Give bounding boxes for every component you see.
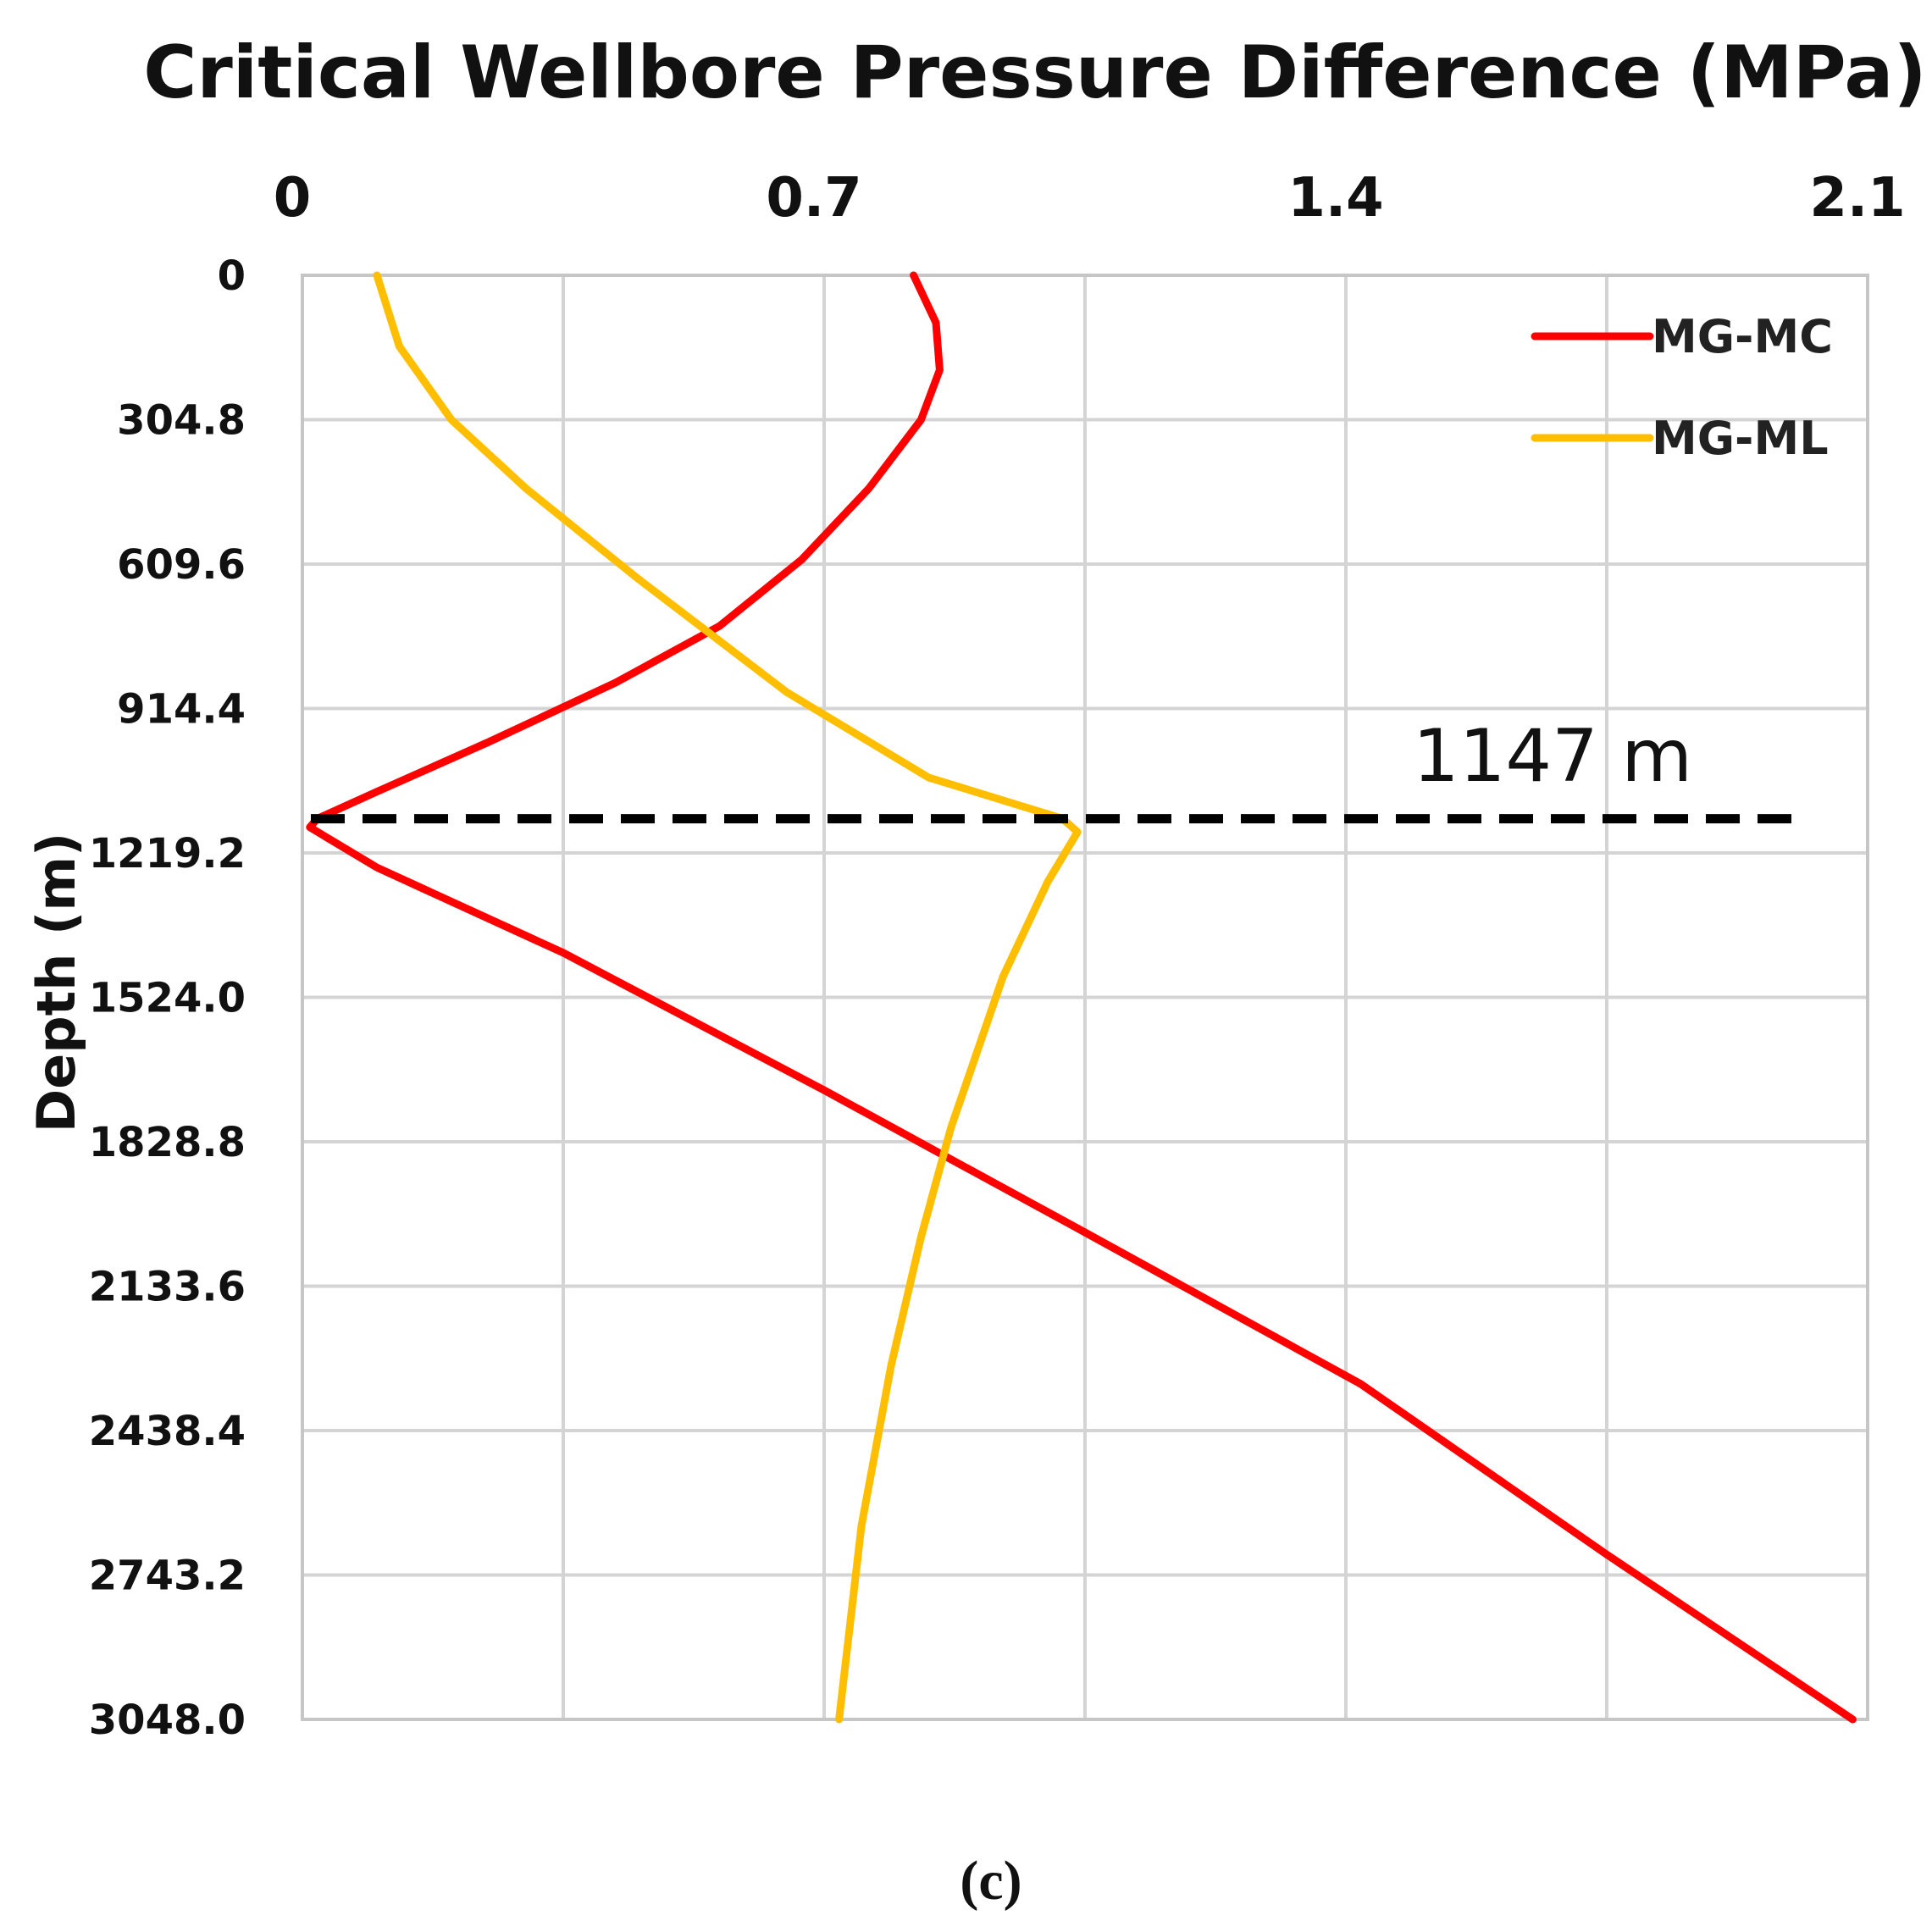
y-tick-label-3: 914.4 <box>117 686 246 733</box>
series-line-mg-ml <box>373 271 1082 1724</box>
y-tick-label-1: 304.8 <box>117 397 246 445</box>
grid-layer <box>301 274 1869 1721</box>
y-axis-label: Depth (m) <box>25 833 87 1133</box>
legend-label-mg-mc: MG-MC <box>1652 310 1833 363</box>
plot-frame <box>301 274 1869 1721</box>
reference-line-label: 1147 m <box>1413 714 1692 799</box>
x-tick-labels: 0 0.7 1.4 2.1 <box>274 167 1906 230</box>
figure-caption: (c) <box>960 1850 1021 1912</box>
y-tick-label-6: 1828.8 <box>89 1119 246 1166</box>
series-layer <box>306 271 1857 1724</box>
x-tick-label-2: 1.4 <box>1287 167 1383 230</box>
y-tick-label-7: 2133.6 <box>89 1264 246 1311</box>
y-tick-label-0: 0 <box>218 252 246 300</box>
y-tick-label-9: 2743.2 <box>89 1553 246 1600</box>
x-tick-label-0: 0 <box>274 167 312 230</box>
y-tick-label-2: 609.6 <box>117 541 246 589</box>
y-tick-labels: 0 304.8 609.6 914.4 1219.2 1524.0 1828.8 2133.6… <box>89 252 246 1744</box>
y-tick-label-5: 1524.0 <box>89 975 246 1022</box>
y-tick-label-4: 1219.2 <box>89 830 246 877</box>
legend-label-mg-ml: MG-ML <box>1652 412 1829 465</box>
series-line-mg-mc <box>306 271 1857 1724</box>
x-tick-label-1: 0.7 <box>766 167 861 230</box>
x-tick-label-3: 2.1 <box>1809 167 1905 230</box>
y-tick-label-8: 2438.4 <box>89 1408 246 1455</box>
y-tick-label-10: 3048.0 <box>89 1697 246 1744</box>
legend: MG-MC MG-ML <box>1531 310 1833 465</box>
chart-title: Critical Wellbore Pressure Difference (M… <box>143 30 1927 115</box>
